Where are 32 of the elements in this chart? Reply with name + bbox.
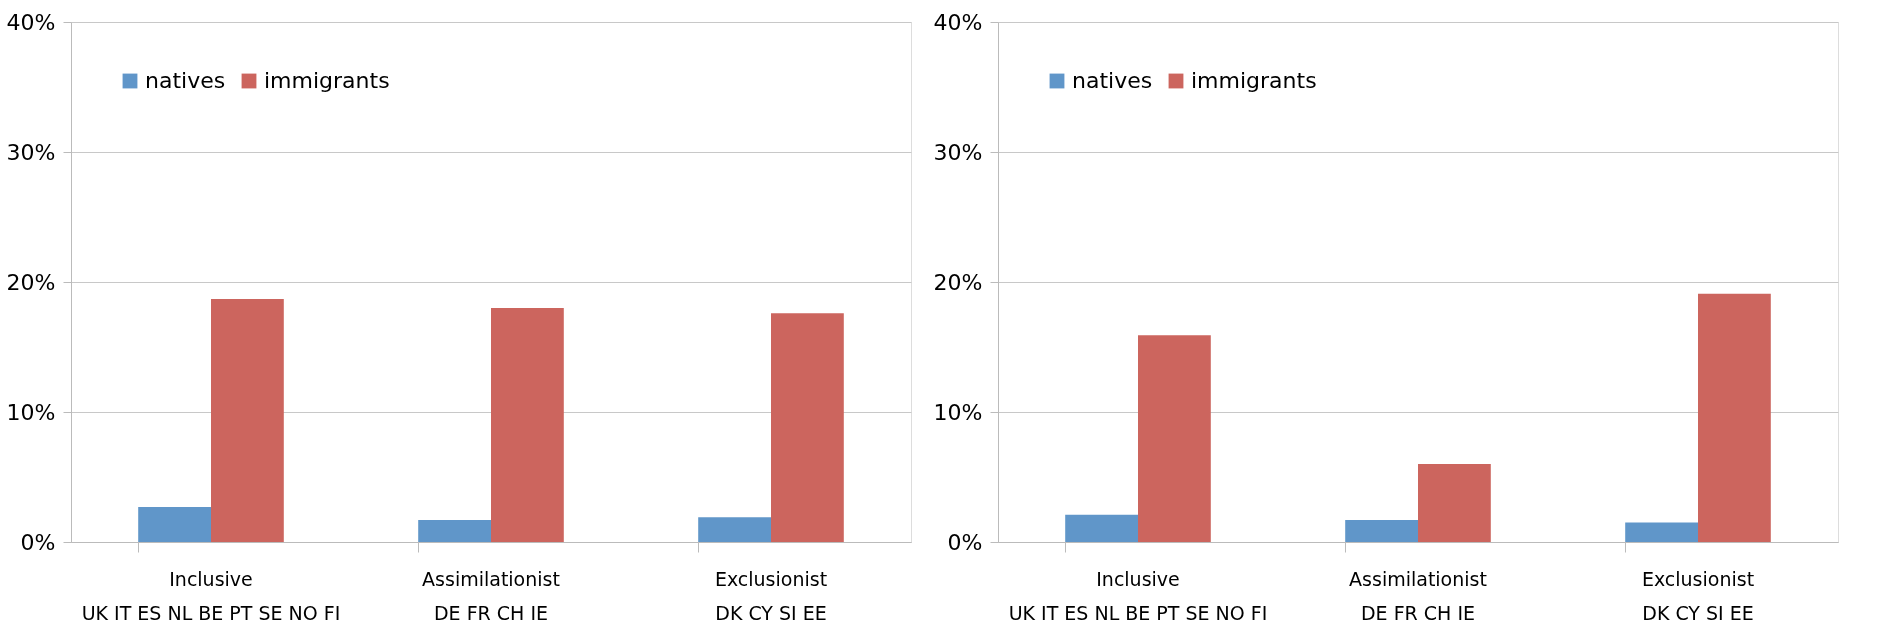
x-tick-label: Assimilationist DE FR CH IE (422, 567, 560, 624)
bar (418, 519, 491, 542)
y-tick-label: 0% (20, 529, 56, 555)
legend-label: immigrants (1191, 68, 1317, 93)
bar (698, 517, 771, 542)
bar (1698, 293, 1771, 542)
x-tick-label: Assimilationist DE FR CH IE (1349, 567, 1487, 624)
y-tick-label: 40% (6, 9, 56, 35)
bar (771, 313, 844, 542)
bar (1065, 514, 1138, 542)
x-tick-label: Inclusive UK IT ES NL BE PT SE NO FI (1008, 567, 1268, 624)
bar (138, 506, 211, 542)
bar (1418, 464, 1491, 542)
y-tick-label: 10% (933, 399, 983, 425)
y-tick-label: 20% (6, 269, 56, 295)
bar (211, 298, 284, 542)
y-tick-label: 40% (933, 9, 983, 35)
bar (491, 308, 564, 542)
legend-label: natives (1072, 68, 1153, 93)
x-tick-label: Inclusive UK IT ES NL BE PT SE NO FI (81, 567, 341, 624)
y-tick-label: 10% (6, 399, 56, 425)
y-tick-label: 30% (933, 139, 983, 165)
y-tick-label: 0% (947, 529, 983, 555)
bar (1345, 519, 1418, 542)
bar (1138, 335, 1211, 542)
x-tick-label: Exclusionist DK CY SI EE (1641, 567, 1755, 624)
y-tick-label: 30% (6, 139, 56, 165)
legend-label: immigrants (264, 68, 390, 93)
bar (1625, 522, 1698, 542)
x-tick-label: Exclusionist DK CY SI EE (714, 567, 828, 624)
y-tick-label: 20% (933, 269, 983, 295)
legend-label: natives (145, 68, 226, 93)
